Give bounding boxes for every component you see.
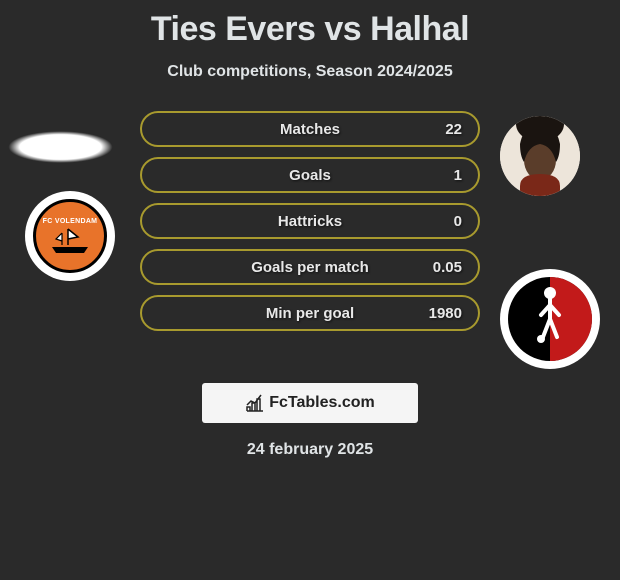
stats-list: Matches 22 Goals 1 Hattricks 0 Goals per…	[140, 111, 480, 341]
subtitle: Club competitions, Season 2024/2025	[0, 63, 620, 81]
page-title: Ties Evers vs Halhal	[0, 0, 620, 49]
date: 24 february 2025	[0, 441, 620, 459]
club-right-badge-inner	[508, 277, 592, 361]
stat-label: Min per goal	[266, 305, 354, 322]
stat-value: 0.05	[433, 259, 462, 276]
figure-icon	[535, 285, 565, 345]
comparison-card: Ties Evers vs Halhal Club competitions, …	[0, 0, 620, 459]
main-content: FC VOLENDAM	[0, 111, 620, 361]
stat-label: Matches	[280, 121, 340, 138]
club-left-badge: FC VOLENDAM	[25, 191, 115, 281]
club-left-name: FC VOLENDAM	[43, 218, 98, 225]
watermark-text: FcTables.com	[269, 394, 375, 412]
stat-value: 0	[454, 213, 462, 230]
stat-label: Goals per match	[251, 259, 369, 276]
club-right-badge	[500, 269, 600, 369]
stat-row: Matches 22	[140, 111, 480, 147]
stat-label: Goals	[289, 167, 331, 184]
stat-row: Goals per match 0.05	[140, 249, 480, 285]
stat-value: 1980	[429, 305, 462, 322]
club-left-badge-inner: FC VOLENDAM	[33, 199, 107, 273]
player-left-avatar	[8, 131, 113, 163]
stat-value: 1	[454, 167, 462, 184]
stat-label: Hattricks	[278, 213, 342, 230]
stat-row: Hattricks 0	[140, 203, 480, 239]
chart-icon	[245, 393, 265, 413]
boat-icon	[50, 227, 90, 255]
stat-value: 22	[445, 121, 462, 138]
player-right-avatar	[500, 116, 580, 196]
stat-row: Goals 1	[140, 157, 480, 193]
stat-row: Min per goal 1980	[140, 295, 480, 331]
watermark: FcTables.com	[202, 383, 418, 423]
